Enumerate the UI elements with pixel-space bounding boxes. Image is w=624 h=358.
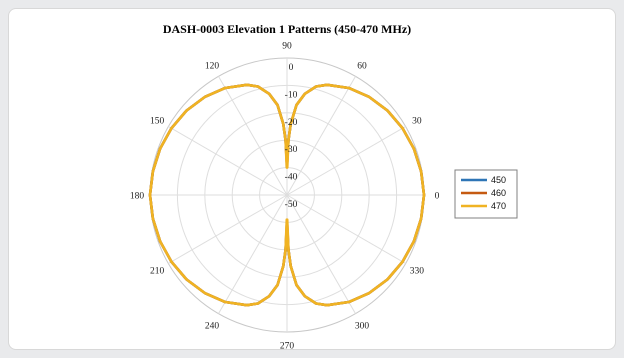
series-line-470: [148, 83, 426, 307]
grid-spoke: [286, 126, 406, 196]
angle-tick-label: 150: [150, 117, 165, 127]
grid-spoke: [286, 76, 356, 196]
angle-tick-label: 300: [355, 321, 370, 331]
radial-tick-label: -30: [285, 145, 298, 155]
grid-spoke: [286, 194, 356, 314]
radial-tick-label: -10: [285, 90, 298, 100]
angle-tick-label: 0: [435, 192, 440, 202]
angle-tick-label: 120: [205, 62, 220, 72]
grid-spoke: [286, 194, 406, 264]
grid-spoke: [168, 194, 288, 264]
angle-tick-label: 270: [280, 342, 295, 352]
polar-grid: [149, 57, 425, 333]
radial-tick-label: -40: [285, 173, 298, 183]
grid-spoke: [218, 194, 288, 314]
legend-label-470: 470: [491, 201, 506, 211]
angle-tick-label: 180: [130, 192, 145, 202]
series-layer: [148, 83, 426, 307]
angle-tick-label: 90: [282, 42, 292, 52]
chart-title: DASH-0003 Elevation 1 Patterns (450-470 …: [163, 22, 411, 36]
angle-tick-label: 330: [410, 267, 425, 277]
legend-label-460: 460: [491, 188, 506, 198]
radial-tick-label: 0: [289, 63, 294, 73]
legend-label-450: 450: [491, 175, 506, 185]
radial-tick-label: -20: [285, 118, 298, 128]
angle-tick-label: 240: [205, 321, 220, 331]
grid-spoke: [218, 76, 288, 196]
radial-tick-label: -50: [285, 200, 298, 210]
grid-spoke: [168, 126, 288, 196]
angle-tick-label: 210: [150, 267, 165, 277]
angle-tick-label: 30: [412, 117, 422, 127]
tick-labels: 0 30 60 90 120 150 180 210 240 270 300 330 0 -10 -20 -3…: [130, 42, 440, 352]
angle-tick-label: 60: [357, 62, 367, 72]
legend: 450 460 470: [454, 169, 518, 219]
